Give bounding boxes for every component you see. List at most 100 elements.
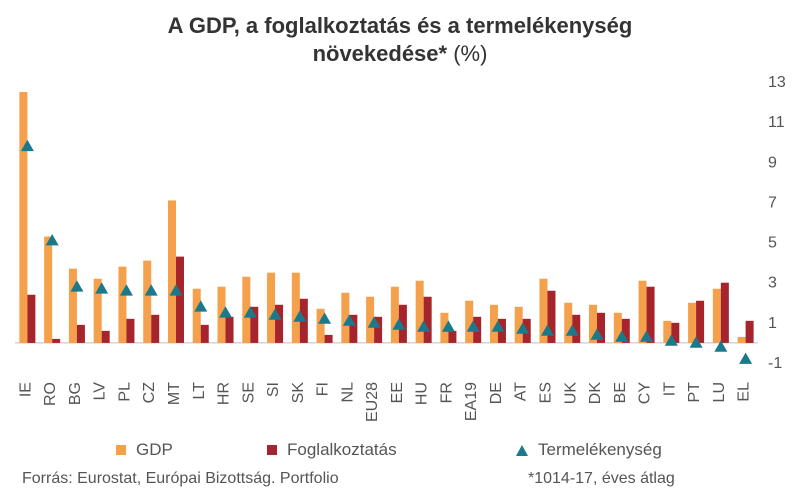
triangle-icon [516,444,528,456]
gdp-bar [539,278,548,343]
gdp-bar [19,92,28,343]
termelekenyseg-marker [417,320,431,332]
termelekenyseg-marker [739,352,753,364]
termelekenyseg-marker [45,234,59,246]
x-tick-label: LV [92,382,109,401]
x-tick-label: SE [240,382,257,403]
gdp-bar [366,296,375,343]
gdp-bar [465,300,474,343]
x-tick-label: EE [389,382,406,403]
x-tick-label: EU28 [364,382,381,422]
gdp-bar [737,336,746,343]
x-tick-label: SI [265,382,282,397]
termelekenyseg-marker [70,280,84,292]
x-tick-label: PT [686,382,703,403]
gdp-bar [192,288,201,343]
y-tick-label: 11 [768,114,785,131]
x-tick-label: IT [661,382,678,396]
termelekenyseg-marker [243,306,257,318]
termelekenyseg-marker [540,324,554,336]
gdp-bar [489,304,498,343]
foglalkoztatas-bar [745,320,754,343]
foglalkoztatas-bar [572,314,581,343]
gdp-bar [68,268,77,343]
gdp-bar [589,304,598,343]
foglalkoztatas-bar [52,338,61,343]
foglalkoztatas-bar [250,306,259,343]
legend-gdp-label: GDP [136,440,173,459]
gdp-bar [44,236,53,343]
chart-title-line-2: növekedése* (%) [0,40,800,68]
chart-title-line-2-bold: növekedése* [312,41,448,66]
termelekenyseg-marker [119,284,133,296]
x-tick-label: LT [191,382,208,400]
foglalkoztatas-bar [423,296,432,343]
gdp-bar [663,320,672,343]
x-tick-label: LU [711,382,728,402]
x-tick-label: CY [637,382,654,405]
gdp-bar [688,302,697,343]
x-tick-label: MT [166,382,183,405]
foglalkoztatas-bar [621,318,630,343]
termelekenyseg-marker [95,282,109,294]
y-tick-label: 13 [768,74,786,91]
x-tick-label: IE [17,382,34,397]
x-tick-label: DE [488,382,505,404]
chart-title: A GDP, a foglalkoztatás és a termelékeny… [0,12,800,68]
foglalkoztatas-bar [646,286,655,343]
termelekenyseg-marker [714,340,728,352]
x-tick-label: FR [438,382,455,403]
gdp-bar [267,272,276,343]
gdp-bar [638,280,647,343]
foglalkoztatas-bar [275,304,284,343]
foglalkoztatas-bar [547,290,556,343]
legend-item-termelekenyseg: Termelékenység [516,440,662,460]
gdp-bar [613,312,622,343]
legend-termelekenyseg-label: Termelékenység [538,440,662,459]
foglalkoztatas-bar [225,316,234,343]
x-tick-label: CZ [141,382,158,404]
legend-item-foglalkoztatas: Foglalkoztatás [267,440,397,460]
foglalkoztatas-bar [349,314,358,343]
termelekenyseg-marker [293,310,307,322]
foglalkoztatas-bar [200,324,209,343]
legend-item-gdp: GDP [116,440,173,460]
termelekenyseg-marker [144,284,158,296]
foglalkoztatas-bar [101,330,110,343]
foglalkoztatas-bar [696,300,705,343]
gdp-bar [143,260,152,343]
termelekenyseg-marker [392,318,406,330]
gdp-bar [415,280,424,343]
y-tick-label: 7 [768,194,777,211]
y-tick-label: 1 [768,315,777,332]
foglalkoztatas-bar [398,304,407,343]
legend-foglalkoztatas-label: Foglalkoztatás [287,440,397,459]
source-note: Forrás: Eurostat, Európai Bizottság. Por… [22,470,339,487]
foglalkoztatas-bar [671,322,680,343]
x-tick-label: BE [612,382,629,403]
termelekenyseg-marker [441,320,455,332]
termelekenyseg-marker [516,322,530,334]
y-tick-label: 9 [768,154,777,171]
termelekenyseg-marker [615,330,629,342]
x-tick-label: NL [339,382,356,403]
footnote: *1014-17, éves átlag [528,470,675,487]
gdp-bar [316,308,325,343]
termelekenyseg-marker [367,316,381,328]
gdp-bar [242,276,251,343]
x-tick-label: SK [290,382,307,404]
termelekenyseg-marker [342,314,356,326]
termelekenyseg-marker [466,320,480,332]
termelekenyseg-marker [664,334,678,346]
gdp-bar [514,306,523,343]
x-tick-label: HR [216,382,233,405]
gdp-bar [291,272,300,343]
y-tick-label: 5 [768,235,777,252]
gdp-bar [341,292,350,343]
y-tick-label: 3 [768,275,777,292]
foglalkoztatas-bar [720,282,729,343]
termelekenyseg-marker [268,308,282,320]
gdp-bar [167,200,176,343]
termelekenyseg-marker [640,330,654,342]
gdp-bar [118,266,127,343]
